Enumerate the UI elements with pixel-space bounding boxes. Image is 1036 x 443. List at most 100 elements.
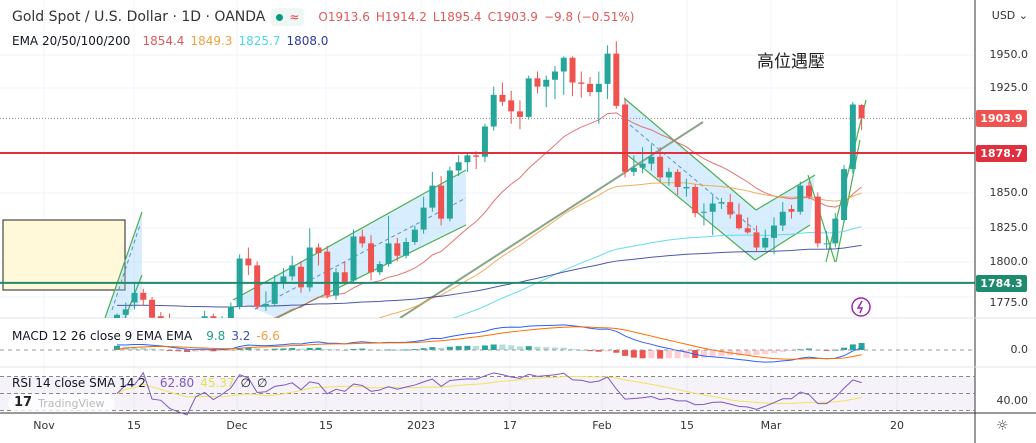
ohlc-low: L1895.4 [432, 10, 482, 24]
macd-histogram-bar [604, 350, 611, 352]
time-label: 2023 [407, 419, 435, 432]
macd-histogram-bar [858, 343, 865, 350]
candle-down [692, 187, 699, 214]
candle-down [806, 185, 813, 197]
price-label: 1775.0 [989, 296, 1029, 309]
macd-histogram-bar [455, 346, 462, 350]
candle-down [473, 155, 480, 157]
candle-up [709, 203, 716, 212]
macd-histogram-bar [709, 350, 716, 357]
currency-selector[interactable]: USD ⌄ [991, 9, 1028, 22]
macd-histogram-bar [245, 347, 252, 350]
alert-clock-icon [851, 297, 871, 317]
symbol-title[interactable]: Gold Spot / U.S. Dollar · 1D · OANDA [12, 9, 266, 25]
macd-line-value: 3.2 [231, 329, 251, 343]
macd-histogram-bar [806, 348, 813, 350]
channel-fill [624, 98, 815, 260]
macd-histogram-bar [420, 348, 427, 350]
macd-legend[interactable]: MACD 12 26 close 9 EMA EMA 9.8 3.2 -6.6 [12, 329, 280, 343]
price-label: 1950.0 [989, 48, 1029, 61]
candle-down [210, 316, 217, 318]
candle-up [385, 243, 392, 264]
candle-up [762, 237, 769, 248]
time-label: 20 [890, 419, 904, 432]
macd-histogram-bar [534, 346, 541, 350]
ema-legend[interactable]: EMA 20/50/100/200 1854.4 1849.3 1825.7 1… [12, 34, 328, 48]
annotation-text[interactable]: 高位遇壓 [757, 52, 825, 72]
candle-down [569, 57, 576, 83]
macd-histogram-bar [849, 344, 856, 350]
candle-down [657, 156, 664, 178]
macd-histogram-bar [350, 348, 357, 350]
rsi-sma-value: 45.37 [200, 376, 235, 390]
macd-histogram-bar [516, 346, 523, 350]
candle-down [587, 83, 594, 93]
rsi-extra-1: ∅ [240, 376, 251, 390]
macd-histogram-bar [149, 348, 156, 350]
candle-up [849, 104, 856, 170]
candle-down [727, 202, 734, 215]
price-label: 1825.0 [989, 221, 1029, 234]
rsi-value: 62.80 [159, 376, 195, 390]
macd-histogram-bar [473, 346, 480, 350]
long-trend-line [399, 121, 704, 318]
watermark-text: TradingView [38, 396, 105, 410]
time-label: Mar [760, 419, 782, 432]
candle-up [771, 225, 777, 238]
candle-up [350, 236, 357, 281]
candle-up [403, 242, 410, 256]
price-label: 1925.0 [989, 81, 1029, 94]
tradingview-watermark[interactable]: 17 TradingView [8, 394, 115, 412]
macd-histogram-bar [359, 348, 366, 350]
rsi-legend[interactable]: RSI 14 close SMA 14 2 62.80 45.37 ∅ ∅ [12, 376, 267, 390]
candle-down [534, 78, 541, 87]
macd-histogram-bar [131, 347, 138, 350]
candle-down [394, 243, 401, 256]
macd-histogram-bar [403, 349, 410, 351]
macd-histogram-bar [630, 350, 637, 358]
last-price-tag: 1903.9 [976, 110, 1027, 127]
candle-up [797, 185, 804, 212]
macd-histogram-bar [735, 350, 742, 356]
price-label: 1850.0 [989, 186, 1029, 199]
candle-up [481, 126, 488, 157]
time-label: 15 [127, 419, 141, 432]
macd-histogram-bar [481, 345, 488, 350]
status-badge[interactable]: ≈ [271, 8, 305, 26]
candle-down [324, 251, 331, 296]
macd-histogram-bar [665, 350, 672, 359]
candle-up [333, 272, 339, 296]
macd-histogram-bar [771, 350, 777, 354]
channel-lower-line [624, 152, 756, 261]
candle-up [376, 264, 383, 273]
rectangle-drawing [2, 219, 126, 291]
candle-up [841, 169, 848, 220]
candle-down [753, 232, 760, 248]
candle-up [823, 243, 830, 245]
candle-up [455, 162, 462, 171]
macd-histogram-bar [438, 347, 445, 350]
time-label: Feb [592, 419, 612, 432]
channel-fill [233, 170, 466, 318]
candle-down [140, 292, 147, 300]
time-label: Dec [226, 419, 248, 432]
time-label: 17 [503, 419, 517, 432]
macd-histogram-bar [184, 350, 191, 352]
macd-histogram-bar [657, 350, 664, 359]
macd-histogram-bar [114, 345, 120, 350]
macd-histogram-bar [683, 350, 690, 358]
alert-bolt-icon [856, 300, 864, 314]
macd-histogram-bar [324, 349, 331, 351]
candle-down [157, 316, 164, 318]
candle-up [227, 306, 234, 318]
gear-icon[interactable]: ☼ [996, 418, 1009, 434]
macd-histogram-bar [464, 345, 471, 350]
macd-histogram-bar [306, 347, 313, 350]
macd-histogram-bar [525, 346, 532, 350]
macd-histogram-bar [411, 349, 418, 351]
macd-histogram-bar [219, 350, 226, 351]
candle-up [683, 187, 690, 189]
macd-histogram-bar [192, 350, 199, 352]
ema50-line [377, 182, 862, 318]
